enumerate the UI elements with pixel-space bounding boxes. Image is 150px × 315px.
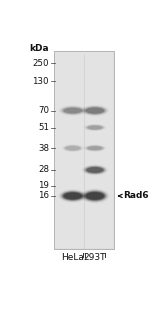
Text: HeLa: HeLa (61, 253, 84, 262)
Ellipse shape (60, 191, 85, 201)
Ellipse shape (62, 107, 83, 114)
Ellipse shape (84, 107, 106, 114)
Ellipse shape (84, 166, 106, 174)
Ellipse shape (86, 167, 104, 173)
Text: 293T: 293T (84, 253, 106, 262)
Ellipse shape (83, 190, 107, 202)
Text: 51: 51 (38, 123, 49, 132)
Ellipse shape (63, 108, 82, 113)
Ellipse shape (83, 190, 107, 202)
Ellipse shape (87, 167, 103, 173)
Ellipse shape (84, 191, 105, 201)
Text: 70: 70 (38, 106, 49, 115)
Ellipse shape (64, 192, 82, 199)
Ellipse shape (87, 146, 103, 150)
Text: 38: 38 (38, 144, 49, 153)
Ellipse shape (85, 167, 104, 174)
FancyBboxPatch shape (54, 51, 114, 249)
Text: 16: 16 (38, 192, 49, 200)
Ellipse shape (85, 166, 105, 174)
Ellipse shape (88, 146, 102, 150)
Ellipse shape (86, 108, 104, 113)
Ellipse shape (85, 192, 104, 200)
Ellipse shape (63, 107, 83, 114)
Ellipse shape (61, 191, 85, 201)
Text: 28: 28 (38, 165, 49, 175)
Text: 19: 19 (38, 181, 49, 190)
Ellipse shape (62, 192, 84, 200)
Text: 250: 250 (33, 59, 49, 68)
Ellipse shape (85, 166, 105, 174)
Ellipse shape (84, 107, 105, 114)
Text: kDa: kDa (29, 44, 49, 53)
Ellipse shape (84, 191, 106, 201)
Ellipse shape (86, 192, 104, 200)
Ellipse shape (61, 191, 84, 201)
Ellipse shape (86, 167, 104, 173)
Ellipse shape (85, 192, 105, 200)
FancyBboxPatch shape (55, 52, 113, 248)
Ellipse shape (87, 125, 103, 130)
Ellipse shape (62, 192, 83, 200)
Ellipse shape (64, 108, 82, 113)
Ellipse shape (63, 192, 83, 200)
Text: Rad6: Rad6 (123, 192, 148, 200)
Ellipse shape (88, 126, 102, 129)
Text: 130: 130 (33, 77, 49, 86)
Ellipse shape (85, 107, 104, 114)
Ellipse shape (84, 191, 106, 201)
Ellipse shape (85, 107, 105, 114)
Ellipse shape (63, 192, 82, 200)
